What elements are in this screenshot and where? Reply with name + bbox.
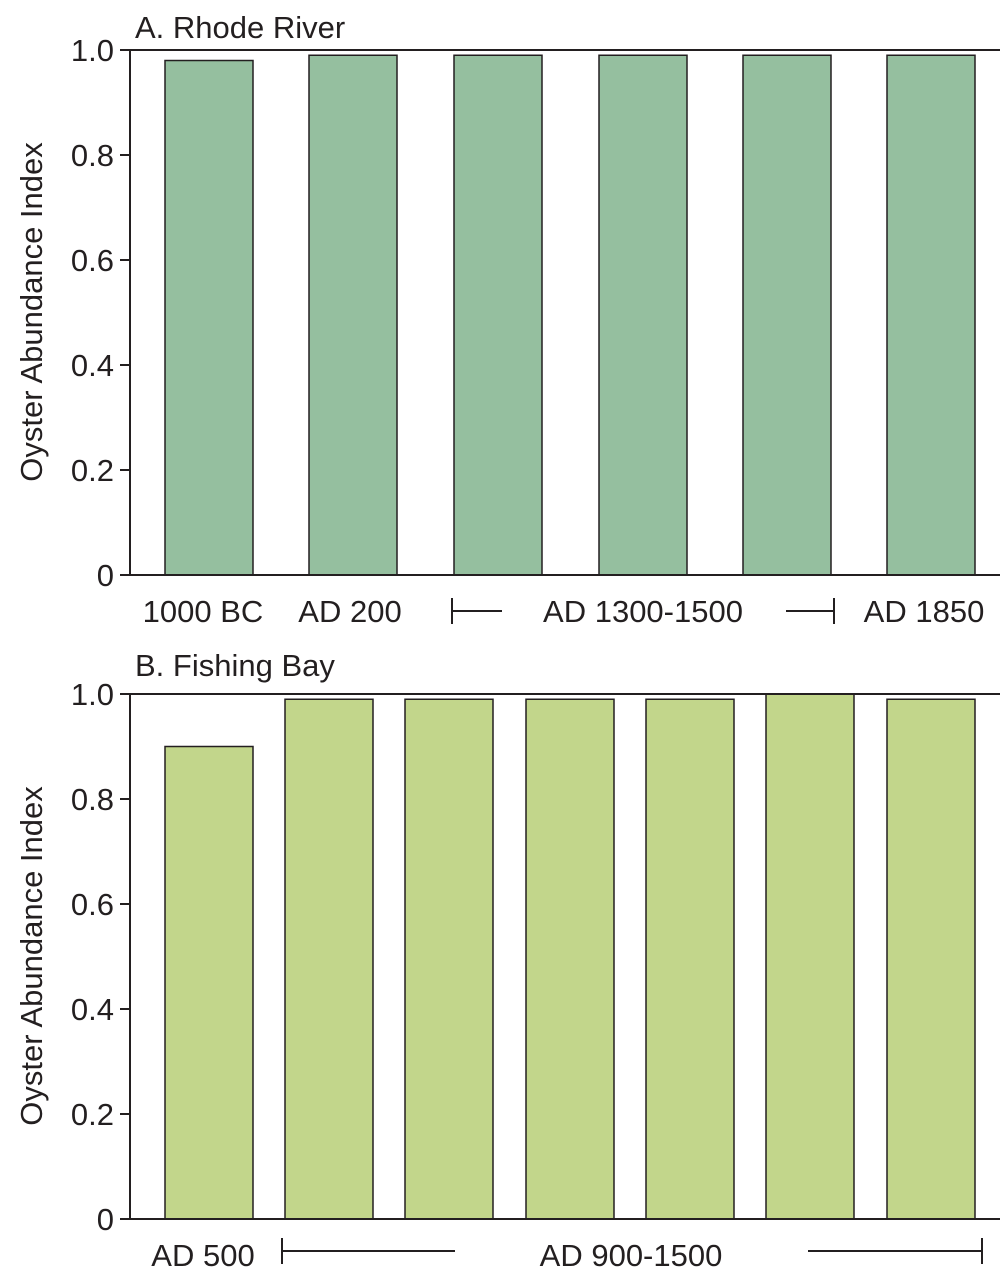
bar (404, 698, 494, 1220)
panel-a-title: A. Rhode River (135, 10, 345, 45)
bar (886, 698, 976, 1220)
panel-a-y-axis-title: Oyster Abundance Index (14, 142, 49, 482)
panel-b-category-label: AD 500 (151, 1238, 254, 1273)
y-tick-label: 0.6 (71, 243, 114, 278)
bar (886, 54, 976, 576)
panel-b-y-ticks: 0 0.2 0.4 0.6 0.8 1.0 (71, 677, 130, 1237)
panel-a-category-label: AD 1300-1500 (543, 594, 743, 629)
panel-b-category-label: AD 900-1500 (540, 1238, 723, 1273)
bar (453, 54, 543, 576)
bar (645, 698, 735, 1220)
bar (164, 745, 254, 1220)
y-tick-label: 0.8 (71, 138, 114, 173)
y-tick-label: 0 (97, 558, 114, 593)
bar (164, 59, 254, 576)
panel-b: B. Fishing Bay Oyster Abundance Index 00… (14, 648, 1000, 1273)
y-tick-label: 0.4 (71, 992, 114, 1027)
y-tick-label: 1.0 (71, 33, 114, 68)
panel-a-y-ticks: 0 0.2 0.4 0.6 0.8 1.0 (71, 33, 130, 593)
y-tick-label: 0.2 (71, 1097, 114, 1132)
panel-b-title: B. Fishing Bay (135, 648, 335, 683)
panel-a-category-label: AD 1850 (864, 594, 985, 629)
y-tick-label: 0 (97, 1202, 114, 1237)
y-tick-label: 0.2 (71, 453, 114, 488)
y-tick-label: 0.8 (71, 782, 114, 817)
panel-a: A. Rhode River Oyster Abundance Index 00… (14, 10, 1000, 629)
bar (308, 54, 398, 576)
bar (742, 54, 832, 576)
panel-b-span-bracket (281, 1238, 983, 1264)
bar (525, 698, 615, 1220)
panel-a-category-label: AD 200 (298, 594, 401, 629)
y-tick-label: 0.6 (71, 887, 114, 922)
bar (598, 54, 688, 576)
panel-a-category-label: 1000 BC (143, 594, 264, 629)
y-tick-label: 1.0 (71, 677, 114, 712)
panel-b-y-axis-title: Oyster Abundance Index (14, 786, 49, 1126)
panel-b-bars (164, 693, 976, 1220)
panel-a-span-bracket (451, 598, 835, 624)
y-tick-label: 0.4 (71, 348, 114, 383)
panel-a-bars (164, 54, 976, 576)
bar (284, 698, 374, 1220)
bar (765, 693, 855, 1220)
